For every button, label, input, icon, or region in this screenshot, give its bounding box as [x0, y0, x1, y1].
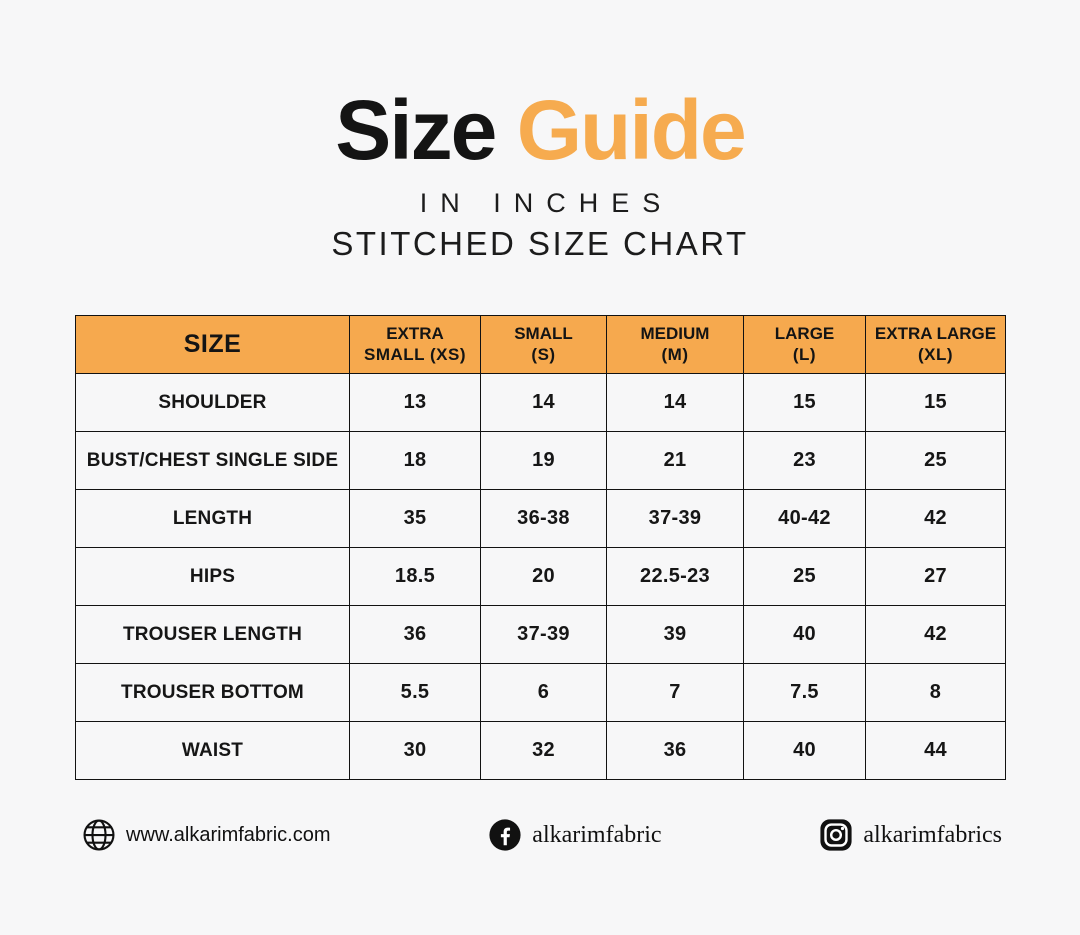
table-header-row: SIZE EXTRA SMALL (XS) SMALL (S) MEDIUM (…: [75, 315, 1006, 374]
size-value: 37-39: [480, 605, 607, 664]
header-cell-l: LARGE (L): [743, 315, 866, 374]
footer-facebook: alkarimfabric: [488, 818, 662, 852]
header-cell-s: SMALL (S): [480, 315, 607, 374]
footer: www.alkarimfabric.com alkarimfabric alka…: [82, 818, 1002, 852]
table-row-trouser-bottom: TROUSER BOTTOM 5.5 6 7 7.5 8: [75, 663, 1006, 722]
size-value: 6: [480, 663, 607, 722]
size-value: 8: [865, 663, 1006, 722]
size-value: 21: [606, 431, 744, 490]
size-value: 42: [865, 605, 1006, 664]
instagram-icon: [820, 819, 852, 851]
size-value: 40: [743, 721, 866, 780]
facebook-handle: alkarimfabric: [532, 821, 662, 848]
size-value: 36: [606, 721, 744, 780]
website-url: www.alkarimfabric.com: [126, 823, 331, 846]
header-l-line2: (L): [792, 344, 817, 364]
size-value: 13: [349, 373, 481, 432]
subtitle-in-inches: IN INCHES: [419, 188, 674, 218]
globe-icon: [83, 819, 115, 851]
size-value: 35: [349, 489, 481, 548]
header-cell-m: MEDIUM (M): [606, 315, 744, 374]
size-value: 40: [743, 605, 866, 664]
row-label: WAIST: [75, 721, 350, 780]
size-value: 40-42: [743, 489, 866, 548]
size-value: 25: [743, 547, 866, 606]
row-label: HIPS: [75, 547, 350, 606]
title-word-size: Size: [335, 83, 497, 177]
size-value: 20: [480, 547, 607, 606]
header-m-line2: (M): [661, 344, 689, 364]
footer-instagram: alkarimfabrics: [819, 818, 1002, 852]
size-value: 18: [349, 431, 481, 490]
subtitle-stitched-size-chart: STITCHED SIZE CHART: [331, 225, 749, 262]
header-xs-line2: SMALL (XS): [364, 344, 466, 364]
facebook-icon: [489, 819, 521, 851]
size-value: 14: [480, 373, 607, 432]
header-s-line2: (S): [531, 344, 556, 364]
header-xl-line2: (XL): [917, 344, 954, 364]
size-value: 7: [606, 663, 744, 722]
header-xl-line1: EXTRA LARGE: [874, 323, 997, 343]
footer-website: www.alkarimfabric.com: [82, 818, 330, 852]
page-header: Size Guide IN INCHES STITCHED SIZE CHART: [0, 88, 1080, 263]
size-value: 5.5: [349, 663, 481, 722]
size-value: 14: [606, 373, 744, 432]
size-value: 19: [480, 431, 607, 490]
table-row-length: LENGTH 35 36-38 37-39 40-42 42: [75, 489, 1006, 548]
header-cell-xs: EXTRA SMALL (XS): [349, 315, 481, 374]
table-row-hips: HIPS 18.5 20 22.5-23 25 27: [75, 547, 1006, 606]
size-value: 25: [865, 431, 1006, 490]
header-s-line1: SMALL: [514, 323, 573, 343]
row-label: TROUSER LENGTH: [75, 605, 350, 664]
header-xs-line1: EXTRA: [386, 323, 444, 343]
size-value: 39: [606, 605, 744, 664]
header-l-line1: LARGE: [774, 323, 835, 343]
size-value: 23: [743, 431, 866, 490]
table-row-trouser-length: TROUSER LENGTH 36 37-39 39 40 42: [75, 605, 1006, 664]
table-row-shoulder: SHOULDER 13 14 14 15 15: [75, 373, 1006, 432]
size-chart-table: SIZE EXTRA SMALL (XS) SMALL (S) MEDIUM (…: [75, 315, 1006, 780]
header-cell-xl: EXTRA LARGE (XL): [865, 315, 1006, 374]
instagram-handle: alkarimfabrics: [863, 821, 1002, 848]
header-m-line1: MEDIUM: [640, 323, 710, 343]
row-label: SHOULDER: [75, 373, 350, 432]
row-label: TROUSER BOTTOM: [75, 663, 350, 722]
row-label: LENGTH: [75, 489, 350, 548]
size-value: 37-39: [606, 489, 744, 548]
size-value: 32: [480, 721, 607, 780]
size-value: 30: [349, 721, 481, 780]
header-cell-size: SIZE: [75, 315, 350, 374]
title-word-guide: Guide: [516, 83, 747, 177]
size-value: 22.5-23: [606, 547, 744, 606]
size-value: 27: [865, 547, 1006, 606]
row-label: BUST/CHEST SINGLE SIDE: [75, 431, 350, 490]
table-row-bust-chest: BUST/CHEST SINGLE SIDE 18 19 21 23 25: [75, 431, 1006, 490]
size-value: 15: [743, 373, 866, 432]
table-row-waist: WAIST 30 32 36 40 44: [75, 721, 1006, 780]
size-value: 15: [865, 373, 1006, 432]
size-value: 7.5: [743, 663, 866, 722]
size-value: 44: [865, 721, 1006, 780]
size-value: 42: [865, 489, 1006, 548]
page-title: Size Guide: [0, 88, 1080, 172]
size-value: 18.5: [349, 547, 481, 606]
size-value: 36: [349, 605, 481, 664]
size-value: 36-38: [480, 489, 607, 548]
